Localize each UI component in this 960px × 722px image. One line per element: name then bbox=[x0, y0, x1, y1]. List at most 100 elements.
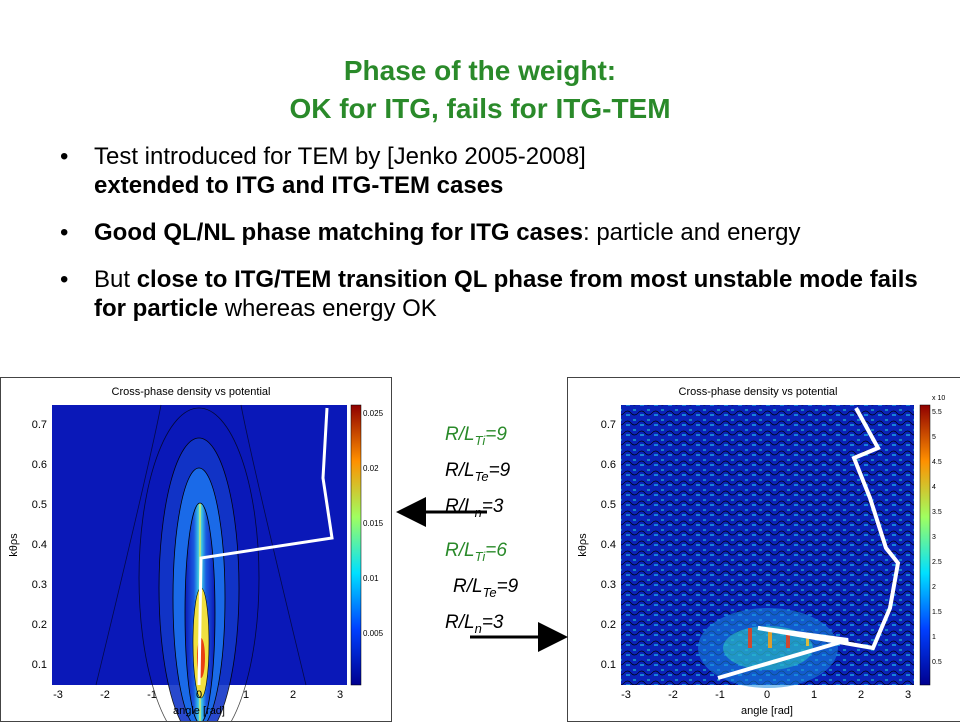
param-prefix: R/L bbox=[445, 459, 475, 481]
param-rln: R/Ln=3 bbox=[445, 608, 518, 644]
param-prefix: R/L bbox=[453, 575, 483, 597]
right-ytick: 0.4 bbox=[601, 539, 616, 551]
right-cbar-tick: 5.5 bbox=[932, 409, 942, 416]
left-phase-plot: Cross-phase density vs potential 0.1 0.2… bbox=[0, 377, 392, 722]
right-y-ticks: 0.1 0.2 0.3 0.4 0.5 0.6 0.7 bbox=[601, 419, 616, 671]
right-cbar-tick: 4 bbox=[932, 484, 936, 491]
right-colorbar-ticks: 5.5 5 4.5 4 3.5 3 2.5 2 1.5 1 0.5 bbox=[932, 409, 942, 666]
right-cbar-tick: 1.5 bbox=[932, 609, 942, 616]
left-xtick: -2 bbox=[100, 689, 110, 701]
param-value: =9 bbox=[496, 575, 519, 597]
left-cbar-tick: 0.01 bbox=[363, 574, 379, 583]
left-plot-title: Cross-phase density vs potential bbox=[112, 386, 271, 398]
right-ytick: 0.7 bbox=[601, 419, 616, 431]
right-ytick: 0.6 bbox=[601, 459, 616, 471]
right-xtick: -2 bbox=[668, 689, 678, 701]
param-value: =9 bbox=[485, 424, 507, 445]
param-prefix: R/L bbox=[445, 424, 475, 445]
param-sub: Te bbox=[474, 468, 489, 484]
param-value: =6 bbox=[485, 540, 507, 561]
bullet-dot: • bbox=[60, 266, 69, 293]
right-x-ticks: -3 -2 -1 0 1 2 3 bbox=[621, 689, 911, 701]
param-rlte: R/LTe=9 bbox=[445, 456, 510, 492]
right-cbar-exponent: x 10 bbox=[932, 395, 945, 402]
right-cbar-tick: 2.5 bbox=[932, 559, 942, 566]
params-itg-tem: R/LTi=6 R/LTe=9 R/Ln=3 bbox=[445, 536, 518, 643]
left-ytick: 0.1 bbox=[32, 659, 47, 671]
left-xtick: 0 bbox=[196, 689, 202, 701]
left-y-ticks: 0.1 0.2 0.3 0.4 0.5 0.6 0.7 bbox=[32, 419, 47, 671]
left-xtick: 1 bbox=[243, 689, 249, 701]
bullet-1-text: Test introduced for TEM by [Jenko 2005-2… bbox=[94, 143, 586, 170]
bullet-3: • But close to ITG/TEM transition QL pha… bbox=[60, 265, 940, 323]
bullet-2: • Good QL/NL phase matching for ITG case… bbox=[60, 218, 940, 247]
param-rlti: R/LTi=9 bbox=[445, 420, 510, 456]
right-cbar-tick: 0.5 bbox=[932, 659, 942, 666]
right-plot-svg: Cross-phase density vs potential 0.1 0.2… bbox=[577, 386, 945, 717]
left-cbar-tick: 0.025 bbox=[363, 409, 384, 418]
bullet-dot: • bbox=[60, 143, 69, 170]
title-line-2: OK for ITG, fails for ITG-TEM bbox=[289, 93, 671, 124]
right-xtick: -3 bbox=[621, 689, 631, 701]
left-cbar-tick: 0.015 bbox=[363, 519, 384, 528]
right-cbar-tick: 3.5 bbox=[932, 509, 942, 516]
right-xlabel: angle [rad] bbox=[741, 705, 793, 717]
right-xtick: 1 bbox=[811, 689, 817, 701]
param-value: =3 bbox=[481, 611, 504, 633]
right-ytick: 0.3 bbox=[601, 579, 616, 591]
left-cbar-tick: 0.005 bbox=[363, 629, 384, 638]
left-ytick: 0.2 bbox=[32, 619, 47, 631]
param-sub: Te bbox=[482, 584, 497, 600]
right-cbar-tick: 5 bbox=[932, 434, 936, 441]
left-colorbar bbox=[350, 404, 362, 686]
bullet-2-bold: Good QL/NL phase matching for ITG cases bbox=[94, 219, 583, 246]
bullet-list: • Test introduced for TEM by [Jenko 2005… bbox=[60, 142, 940, 341]
bullet-3-bold: close to ITG/TEM transition QL phase fro… bbox=[94, 266, 918, 322]
right-cbar-tick: 4.5 bbox=[932, 459, 942, 466]
bullet-2-text: : particle and energy bbox=[582, 219, 801, 246]
bullet-1-bold: extended to ITG and ITG-TEM cases bbox=[94, 172, 504, 199]
bullet-dot: • bbox=[60, 219, 69, 246]
right-xtick: 2 bbox=[858, 689, 864, 701]
left-xtick: -3 bbox=[53, 689, 63, 701]
left-ytick: 0.5 bbox=[32, 499, 47, 511]
right-cbar-tick: 1 bbox=[932, 634, 936, 641]
left-ytick: 0.7 bbox=[32, 419, 47, 431]
params-itg: R/LTi=9 R/LTe=9 R/Ln=3 bbox=[445, 420, 510, 527]
right-xtick: -1 bbox=[715, 689, 725, 701]
bullet-1: • Test introduced for TEM by [Jenko 2005… bbox=[60, 142, 940, 200]
right-phase-curve bbox=[717, 407, 901, 680]
param-prefix: R/L bbox=[445, 540, 475, 561]
right-cbar-tick: 2 bbox=[932, 584, 936, 591]
left-ytick: 0.6 bbox=[32, 459, 47, 471]
param-value: =9 bbox=[488, 459, 511, 481]
title-line-1: Phase of the weight: bbox=[343, 55, 617, 86]
bullet-3-prefix: But bbox=[94, 266, 137, 293]
left-phase-curve bbox=[197, 407, 334, 686]
left-cbar-tick: 0.02 bbox=[363, 464, 379, 473]
right-plot-title: Cross-phase density vs potential bbox=[679, 386, 838, 398]
left-xtick: 3 bbox=[337, 689, 343, 701]
left-ytick: 0.4 bbox=[32, 539, 47, 551]
param-rlti: R/LTi=6 bbox=[445, 536, 518, 572]
right-xtick: 0 bbox=[764, 689, 770, 701]
right-cbar-tick: 3 bbox=[932, 534, 936, 541]
param-sub: Ti bbox=[474, 432, 486, 448]
right-ylabel: kθρs bbox=[577, 533, 589, 557]
left-xlabel: angle [rad] bbox=[173, 705, 225, 717]
right-colorbar bbox=[919, 404, 931, 686]
right-phase-plot: Cross-phase density vs potential 0.1 0.2… bbox=[567, 377, 960, 722]
param-prefix: R/L bbox=[445, 611, 475, 633]
left-ytick: 0.3 bbox=[32, 579, 47, 591]
param-rlte: R/LTe=9 bbox=[445, 572, 518, 608]
right-ytick: 0.1 bbox=[601, 659, 616, 671]
left-ylabel: kθρs bbox=[8, 533, 20, 557]
right-ytick: 0.5 bbox=[601, 499, 616, 511]
left-plot-svg: Cross-phase density vs potential 0.1 0.2… bbox=[8, 386, 384, 721]
bullet-3-suffix: whereas energy OK bbox=[218, 295, 437, 322]
left-colorbar-ticks: 0.025 0.02 0.015 0.01 0.005 bbox=[363, 409, 384, 638]
slide-title: Phase of the weight: OK for ITG, fails f… bbox=[0, 52, 960, 128]
left-x-ticks: -3 -2 -1 0 1 2 3 bbox=[53, 689, 343, 701]
right-xtick: 3 bbox=[905, 689, 911, 701]
param-value: =3 bbox=[481, 495, 504, 517]
